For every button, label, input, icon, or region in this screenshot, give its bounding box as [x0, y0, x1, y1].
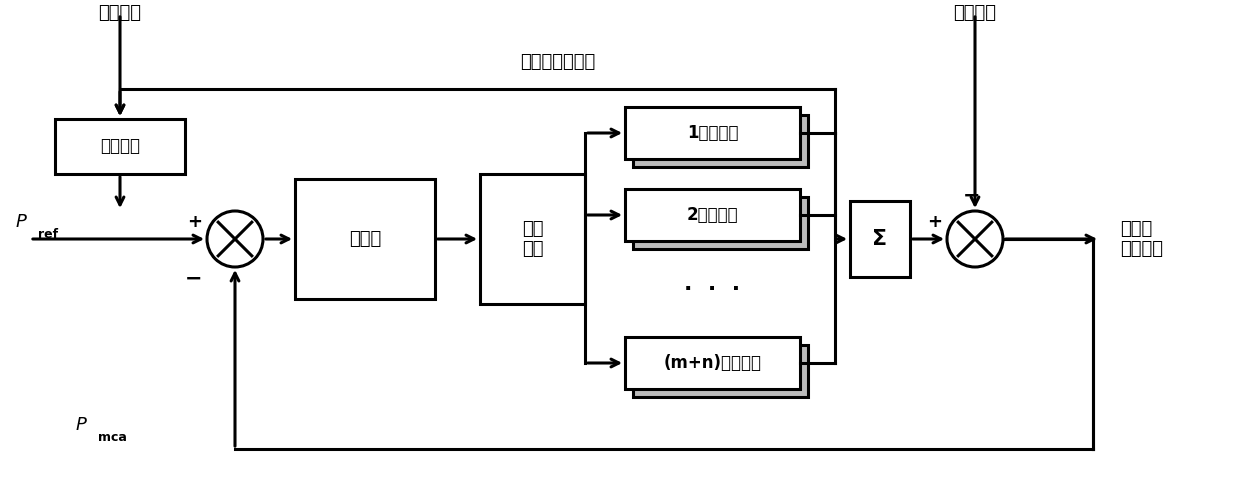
- Text: Σ: Σ: [873, 229, 888, 249]
- Text: 控制器: 控制器: [348, 230, 381, 248]
- Text: 逆变器当前功率: 逆变器当前功率: [520, 53, 595, 71]
- Text: ref: ref: [38, 228, 58, 241]
- Text: $P$: $P$: [74, 416, 88, 434]
- Bar: [625, 107, 800, 159]
- Text: 电网频率: 电网频率: [98, 4, 141, 22]
- Bar: [632, 345, 808, 397]
- Text: +: +: [928, 213, 942, 231]
- Bar: [632, 115, 808, 167]
- Text: ·  ·  ·: · · ·: [684, 279, 740, 299]
- Circle shape: [207, 211, 263, 267]
- Text: 频率控制: 频率控制: [100, 138, 140, 156]
- Text: $P$: $P$: [15, 213, 27, 231]
- Bar: [625, 337, 800, 389]
- Text: −: −: [963, 186, 981, 206]
- Text: 2号逆变器: 2号逆变器: [687, 206, 738, 224]
- Bar: [632, 197, 808, 249]
- Text: (m+n)号逆变器: (m+n)号逆变器: [663, 354, 761, 372]
- Bar: [295, 179, 435, 299]
- Bar: [55, 119, 185, 174]
- Text: 并网点
输出功率: 并网点 输出功率: [1120, 220, 1163, 259]
- Text: −: −: [185, 269, 202, 289]
- Text: 本地负荷: 本地负荷: [954, 4, 997, 22]
- Bar: [849, 201, 910, 277]
- Text: +: +: [187, 213, 202, 231]
- Circle shape: [947, 211, 1003, 267]
- Bar: [480, 174, 585, 304]
- Text: mca: mca: [98, 431, 126, 444]
- Bar: [625, 189, 800, 241]
- Text: 功率
分配: 功率 分配: [522, 220, 543, 259]
- Text: 1号逆变器: 1号逆变器: [687, 124, 738, 142]
